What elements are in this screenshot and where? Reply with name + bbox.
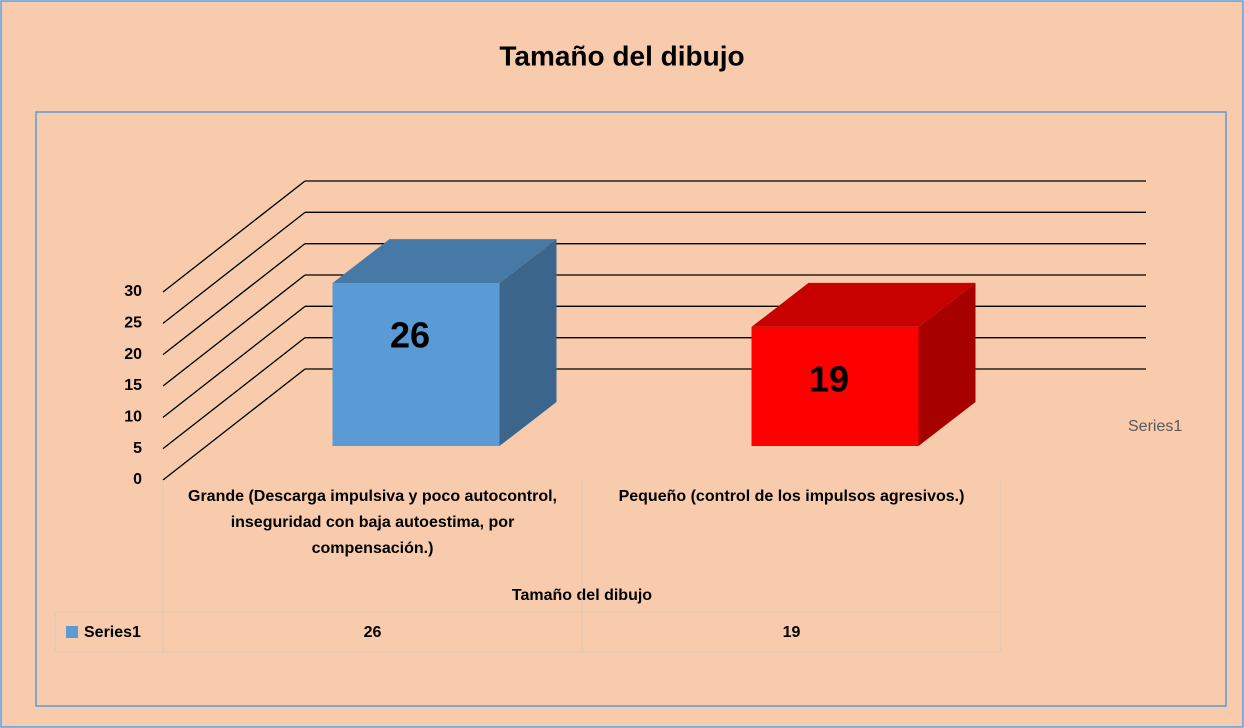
- table-value: 26: [364, 624, 382, 641]
- table-value: 19: [783, 624, 801, 641]
- bar-top: [751, 282, 976, 327]
- grid-line-side: [162, 243, 306, 356]
- data-label: 19: [809, 358, 849, 399]
- legend-key: [66, 626, 78, 638]
- bar: [332, 283, 500, 446]
- y-tick-label: 15: [124, 377, 142, 394]
- bar: [751, 326, 919, 446]
- table-series-name: Series1: [84, 624, 141, 641]
- bar-side: [499, 239, 557, 446]
- grid-line-side: [162, 305, 306, 418]
- y-tick-label: 25: [124, 315, 142, 332]
- grid-line-side: [162, 180, 306, 293]
- bar-side: [918, 282, 976, 446]
- bar-top: [332, 239, 557, 284]
- grid-line-side: [162, 274, 306, 387]
- y-tick-label: 0: [133, 471, 142, 488]
- y-tick-label: 30: [124, 283, 142, 300]
- y-tick-label: 20: [124, 346, 142, 363]
- legend-label: Series1: [1128, 418, 1182, 435]
- x-tick-label: Pequeño (control de los impulsos agresiv…: [618, 488, 965, 505]
- grid-line-side: [162, 368, 306, 481]
- plot-area: [35, 111, 1227, 707]
- grid-line-side: [162, 337, 306, 450]
- chart-title: Tamaño del dibujo: [499, 40, 744, 71]
- x-tick-label: Grande (Descarga impulsiva y poco autoco…: [188, 488, 557, 557]
- data-label: 26: [390, 315, 430, 356]
- y-tick-label: 10: [124, 409, 142, 426]
- grid-line-side: [162, 211, 306, 324]
- y-tick-label: 5: [133, 440, 142, 457]
